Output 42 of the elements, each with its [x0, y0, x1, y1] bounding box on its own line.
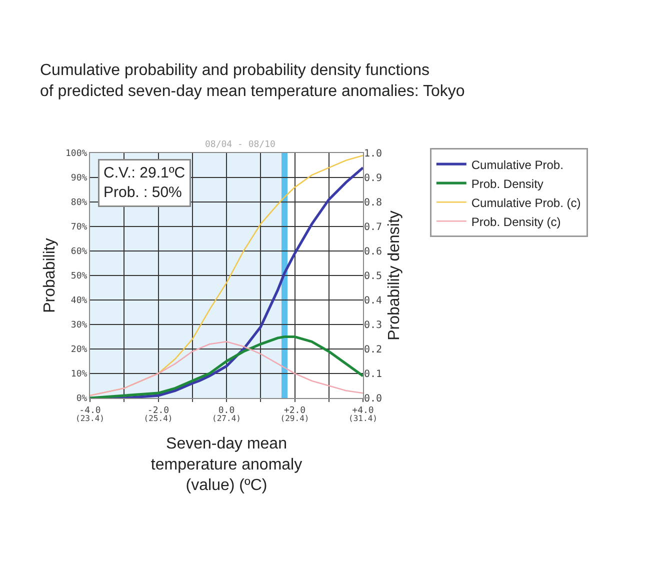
x-tick-label: +4.0 [352, 406, 374, 416]
legend-label: Cumulative Prob. [471, 158, 564, 172]
y-tick-label: 60% [70, 247, 88, 258]
legend-label: Prob. Density (c) [471, 214, 561, 229]
y2-tick-label: 0.9 [364, 173, 382, 184]
annotation: C.V.: 29.1ºC Prob. : 50% [104, 164, 186, 201]
y-tick-label: 70% [70, 222, 88, 233]
y-tick-label: 10% [70, 370, 88, 380]
x-tick-label: 0.0 [218, 406, 235, 416]
y2-tick-label: 0.2 [364, 344, 382, 356]
x-tick-label: +2.0 [284, 406, 306, 416]
y-axis-title: Probability [41, 238, 58, 313]
y-tick-label: 80% [70, 198, 88, 208]
y2-tick-label: 0.8 [364, 198, 382, 208]
x-axis-title: Seven-day mean temperature anomaly (value) (ºC) [150, 436, 302, 494]
y2-tick-label: 0.7 [364, 222, 382, 233]
y-tick-label: 90% [70, 174, 88, 184]
chart-title: Cumulative probability and probability density functions of predicted seven-day mean temperature anomalies: Tokyo [40, 62, 465, 100]
x2-tick-label: (23.4) [76, 414, 104, 423]
x2-tick-label: (29.4) [280, 414, 310, 423]
y-tick-label: 50% [70, 272, 88, 282]
text: 08/04 - 08/10 [205, 140, 276, 150]
y-tick-label: 100% [66, 149, 88, 160]
x-tick-label: -2.0 [147, 406, 170, 416]
x2-tick-label: (27.4) [212, 414, 241, 423]
y-tick-label: 20% [70, 345, 88, 356]
x-tick-label: -4.0 [79, 406, 101, 416]
x2-tick-label: (25.4) [144, 414, 173, 423]
y2-tick-label: 1.0 [364, 148, 382, 160]
y-tick-label: 40% [70, 296, 88, 306]
y-tick-label: 30% [70, 320, 88, 331]
y2-tick-label: 0.5 [364, 271, 382, 282]
legend-label: Cumulative Prob. (c) [471, 196, 581, 210]
y2-tick-label: 0.0 [364, 394, 382, 404]
y2-axis-title: Probability density [386, 210, 403, 340]
legend-label: Prob. Density [471, 176, 544, 191]
y2-tick-label: 0.4 [364, 296, 382, 306]
y2-tick-label: 0.3 [364, 320, 382, 331]
y2-tick-label: 0.6 [364, 246, 382, 258]
y-tick-label: 0% [76, 394, 88, 404]
y2-tick-label: 0.1 [364, 369, 382, 380]
x2-tick-label: (31.4) [348, 414, 378, 423]
